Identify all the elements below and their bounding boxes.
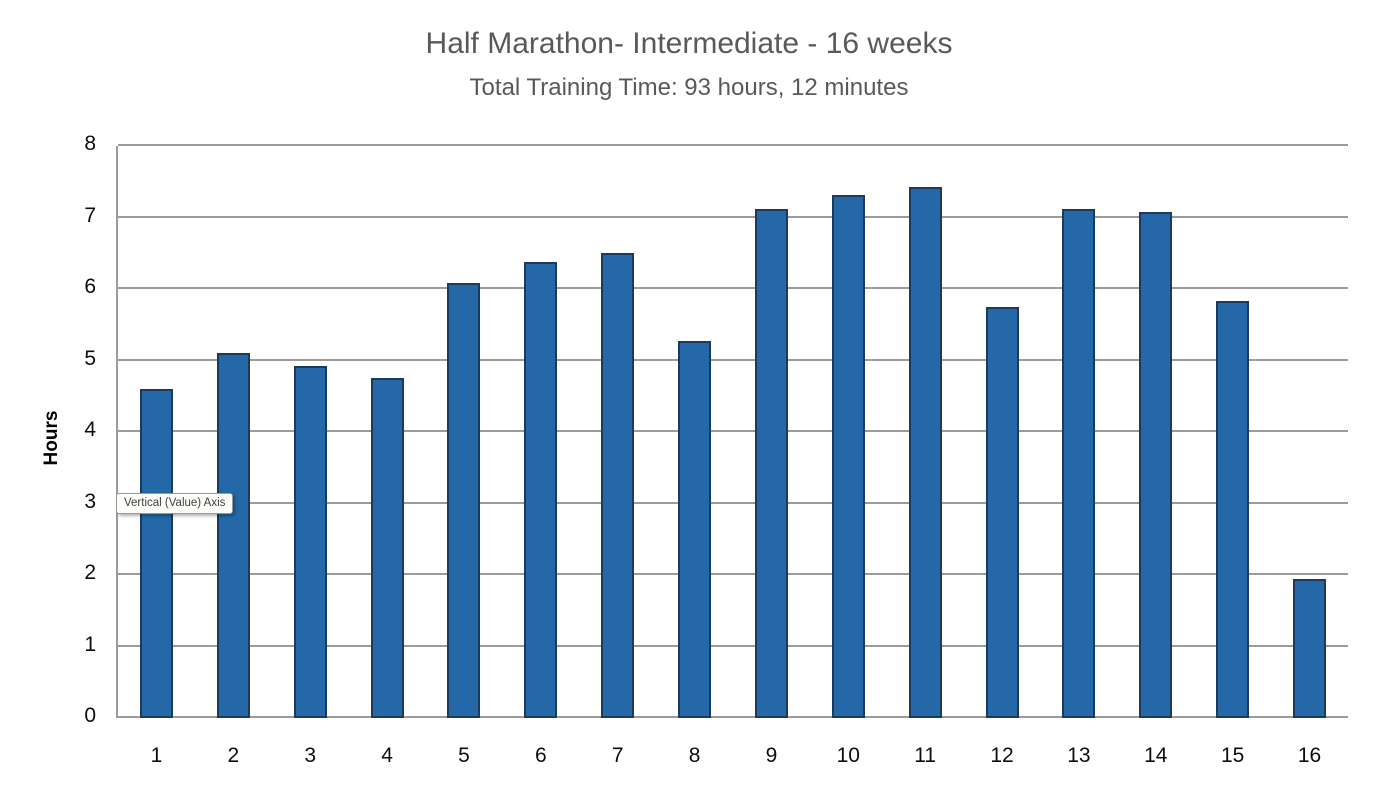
bar-week-13[interactable] <box>1062 208 1096 718</box>
x-tick-label-9[interactable]: 9 <box>765 744 778 767</box>
bar-week-3[interactable] <box>293 366 327 718</box>
bar-week-15[interactable] <box>1216 301 1250 718</box>
y-tick-label-1[interactable]: 1 <box>84 632 96 656</box>
y-tick-label-6[interactable]: 6 <box>84 275 96 298</box>
gridline-0 <box>118 716 1348 718</box>
chart-subtitle[interactable]: Total Training Time: 93 hours, 12 minute… <box>469 74 909 101</box>
y-tick-label-0[interactable]: 0 <box>84 704 96 727</box>
x-tick-label-5[interactable]: 5 <box>458 744 470 767</box>
x-tick-label-15[interactable]: 15 <box>1221 744 1245 767</box>
x-tick-label-14[interactable]: 14 <box>1144 744 1168 767</box>
x-tick-label-11[interactable]: 11 <box>914 744 937 767</box>
gridline-5 <box>118 358 1348 361</box>
y-tick-label-5[interactable]: 5 <box>84 346 96 370</box>
gridline-7 <box>118 215 1348 218</box>
bar-week-11[interactable] <box>908 186 942 718</box>
bar-week-5[interactable] <box>447 283 481 718</box>
gridline-8 <box>118 144 1348 146</box>
bar-week-1[interactable] <box>139 389 173 718</box>
vertical-axis-tooltip: Vertical (Value) Axis <box>116 493 234 514</box>
bar-week-8[interactable] <box>678 341 712 718</box>
y-tick-label-7[interactable]: 7 <box>84 203 96 227</box>
x-tick-label-16[interactable]: 16 <box>1297 744 1322 767</box>
vertical-axis-tooltip-text: Vertical (Value) Axis <box>124 497 226 509</box>
x-tick-label-13[interactable]: 13 <box>1067 744 1091 767</box>
bar-week-9[interactable] <box>754 208 788 718</box>
y-tick-label-2[interactable]: 2 <box>84 561 96 584</box>
x-tick-label-3[interactable]: 3 <box>304 744 317 767</box>
bar-week-16[interactable] <box>1293 578 1327 718</box>
y-tick-label-4[interactable]: 4 <box>84 418 96 441</box>
gridline-3 <box>118 501 1348 504</box>
x-tick-label-7[interactable]: 7 <box>611 744 624 767</box>
bar-week-12[interactable] <box>985 306 1019 718</box>
bar-week-7[interactable] <box>601 253 635 718</box>
bar-week-14[interactable] <box>1139 211 1173 718</box>
x-tick-label-4[interactable]: 4 <box>381 744 393 767</box>
x-tick-label-10[interactable]: 10 <box>836 744 860 767</box>
bar-week-10[interactable] <box>831 194 865 718</box>
gridline-6 <box>118 287 1348 289</box>
bar-week-2[interactable] <box>216 353 250 718</box>
y-tick-label-3[interactable]: 3 <box>84 489 96 513</box>
bar-week-6[interactable] <box>524 261 558 718</box>
gridline-4 <box>118 430 1348 432</box>
x-tick-label-2[interactable]: 2 <box>227 744 240 767</box>
chart-title[interactable]: Half Marathon- Intermediate - 16 weeks <box>425 27 953 60</box>
x-tick-label-6[interactable]: 6 <box>534 744 547 767</box>
bar-week-4[interactable] <box>370 378 404 718</box>
y-tick-label-8[interactable]: 8 <box>84 132 96 155</box>
y-axis-line <box>116 146 118 718</box>
x-tick-label-8[interactable]: 8 <box>688 744 701 767</box>
x-tick-label-12[interactable]: 12 <box>990 744 1014 767</box>
gridline-1 <box>118 644 1348 647</box>
x-tick-label-1[interactable]: 1 <box>150 744 163 767</box>
gridline-2 <box>118 573 1348 575</box>
